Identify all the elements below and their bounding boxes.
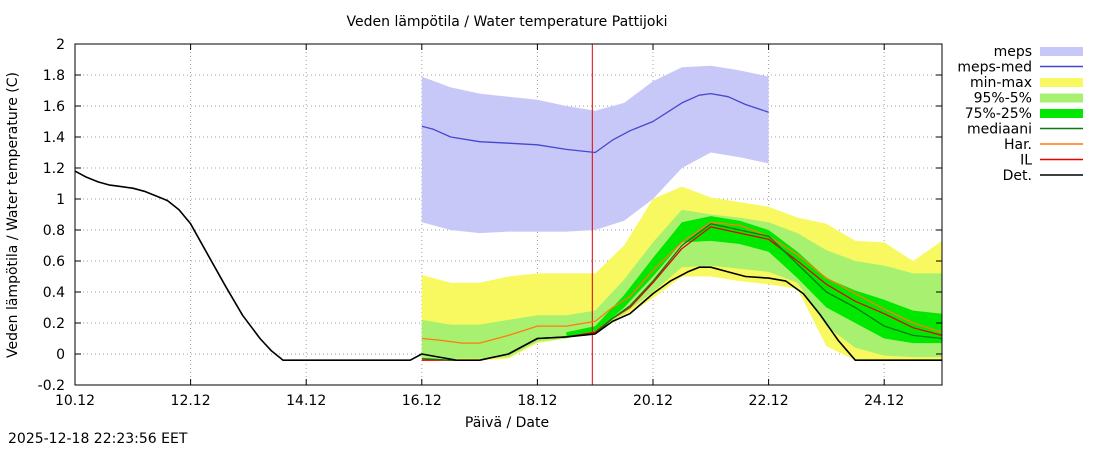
x-tick-label: 18.12 — [517, 393, 557, 409]
y-tick-label: 0.8 — [43, 223, 65, 239]
legend: mepsmeps-medmin-max95%-5%75%-25%mediaani… — [957, 44, 1083, 184]
series-har — [421, 221, 943, 344]
legend-label: meps-med — [957, 60, 1032, 76]
y-tick-label: 1 — [56, 192, 65, 208]
y-tick-label: 0.6 — [43, 254, 65, 270]
legend-label: 75%-25% — [965, 106, 1032, 122]
legend-label: Har. — [1004, 137, 1032, 153]
x-tick-label: 10.12 — [55, 393, 95, 409]
y-tick-label: 1.4 — [43, 130, 65, 146]
x-axis-label: Päivä / Date — [465, 415, 549, 431]
series-meps-med — [421, 92, 769, 154]
series-det — [74, 170, 942, 362]
x-tick-label: 24.12 — [864, 393, 904, 409]
legend-swatch — [1040, 78, 1083, 87]
p95-5-band — [421, 209, 942, 359]
legend-label: min-max — [970, 75, 1032, 91]
legend-label: Det. — [1003, 168, 1032, 184]
y-tick-label: 1.2 — [43, 161, 65, 177]
meps-band — [421, 65, 769, 234]
y-tick-label: 2 — [56, 37, 65, 53]
y-tick-label: 0.2 — [43, 316, 65, 332]
chart-title: Veden lämpötila / Water temperature Patt… — [347, 14, 668, 30]
legend-label: mediaani — [967, 122, 1032, 138]
legend-label: meps — [994, 44, 1032, 60]
legend-swatch — [1040, 109, 1083, 118]
series-lines — [74, 44, 943, 385]
y-tick-label: 0 — [56, 347, 65, 363]
legend-label: IL — [1020, 153, 1032, 169]
legend-swatch — [1040, 47, 1083, 56]
x-tick-label: 14.12 — [286, 393, 326, 409]
axes: 10.12 12.12 14.12 16.12 18.12 20.12 22.12 24.12… — [38, 37, 943, 409]
y-axis-label: Veden lämpötila / Water temperature (C) — [5, 72, 21, 358]
y-tick-label: -0.2 — [38, 378, 65, 394]
y-tick-label: 0.4 — [43, 285, 65, 301]
bands — [421, 65, 942, 361]
y-tick-label: 1.6 — [43, 99, 65, 115]
p75-25-band — [566, 216, 942, 344]
x-tick-label: 16.12 — [402, 393, 442, 409]
x-tick-label: 12.12 — [171, 393, 211, 409]
x-tick-label: 22.12 — [749, 393, 789, 409]
timestamp: 2025-12-18 22:23:56 EET — [8, 431, 188, 447]
plot-frame — [74, 43, 943, 386]
y-tick-label: 1.8 — [43, 68, 65, 84]
legend-swatch — [1040, 93, 1083, 103]
legend-label: 95%-5% — [974, 91, 1032, 107]
x-tick-label: 20.12 — [633, 393, 673, 409]
